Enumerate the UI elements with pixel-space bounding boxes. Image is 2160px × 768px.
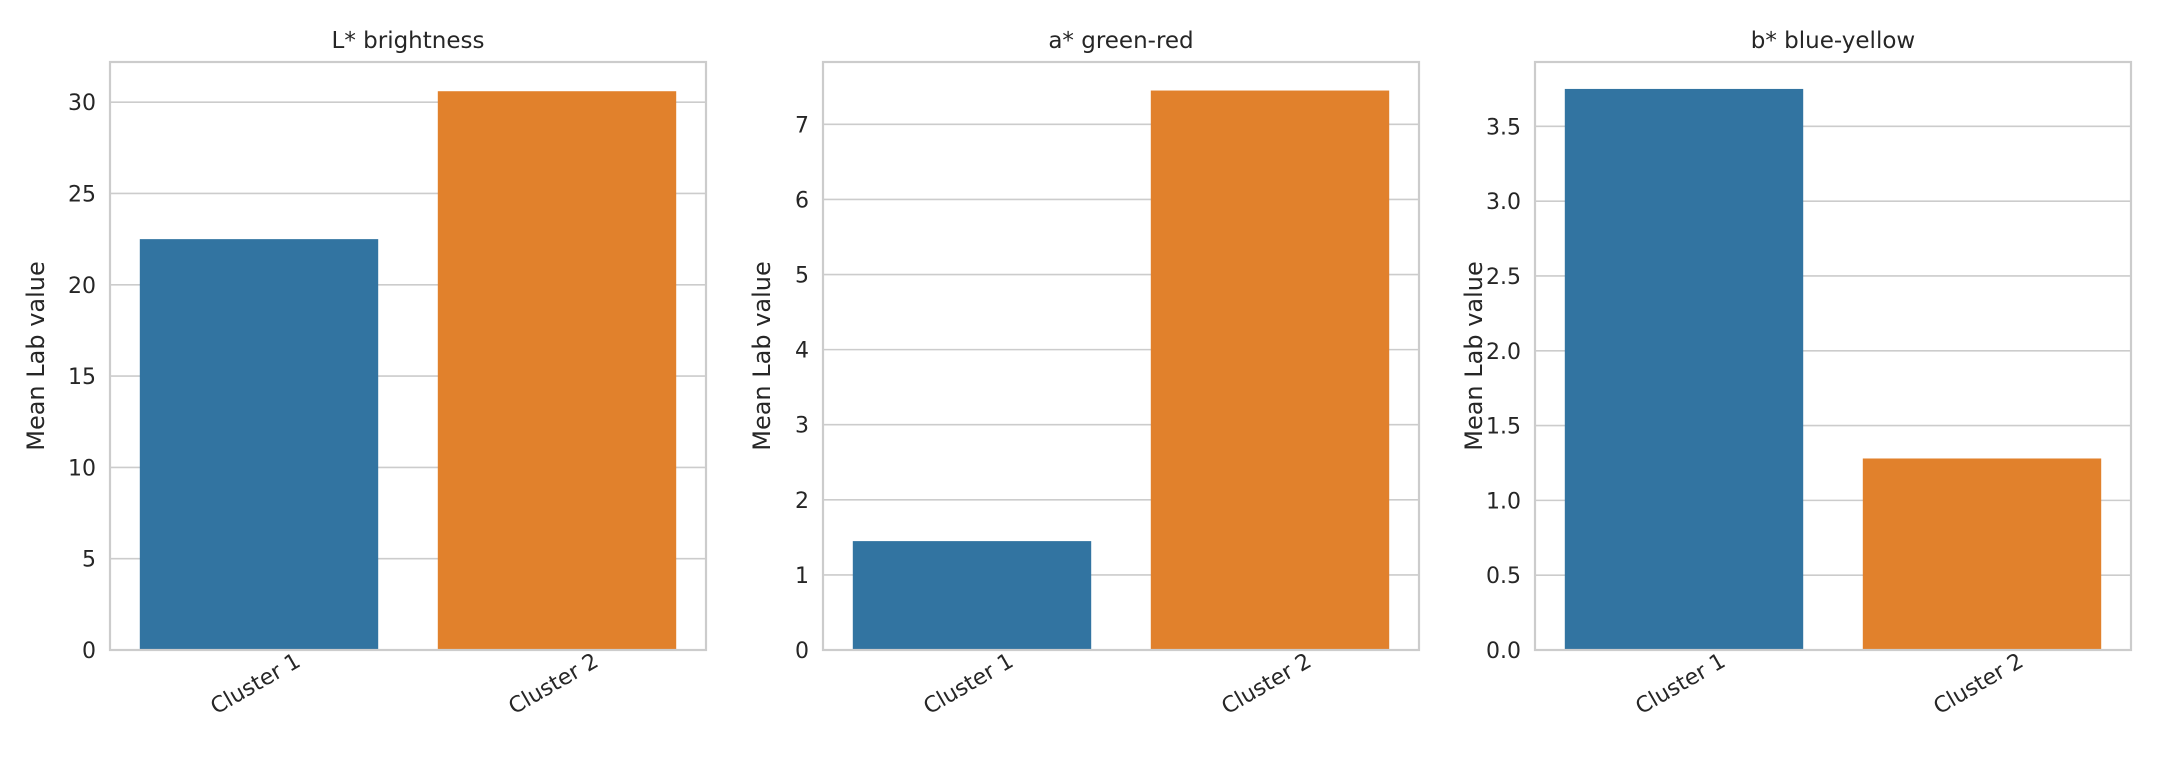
y-tick-label: 6 <box>795 188 809 213</box>
y-tick-label: 5 <box>795 264 809 289</box>
y-tick-label: 0.5 <box>1486 564 1521 589</box>
y-axis-label: Mean Lab value <box>1460 261 1488 451</box>
x-tick-label: Cluster 2 <box>505 649 603 720</box>
x-tick-label: Cluster 1 <box>207 649 305 720</box>
y-tick-label: 2.0 <box>1486 340 1521 365</box>
y-tick-label: 4 <box>795 339 809 364</box>
y-tick-label: 0.0 <box>1486 639 1521 664</box>
y-tick-label: 15 <box>68 365 96 390</box>
y-tick-label: 5 <box>82 548 96 573</box>
bar-1 <box>139 239 379 650</box>
plot-frame <box>108 60 708 652</box>
chart-panel-1: 0 5 10 15 20 25 30 Cluster 1 Cluster 2 L* brightn… <box>22 28 708 720</box>
y-tick-label: 1.0 <box>1486 489 1521 514</box>
chart-panel-2: 0 1 2 3 4 5 6 7 Cluster 1 Cluster 2 a* green-red Me… <box>748 28 1421 720</box>
y-tick-label: 2.5 <box>1486 265 1521 290</box>
y-tick-label: 25 <box>68 182 96 207</box>
y-tick-label: 0 <box>795 639 809 664</box>
bar-2 <box>1862 458 2102 650</box>
chart-panel-3: 0.0 0.5 1.0 1.5 2.0 2.5 3.0 3.5 Cluster 1 Cluster… <box>1460 28 2133 720</box>
y-tick-label: 3.0 <box>1486 190 1521 215</box>
y-tick-label: 10 <box>68 456 96 481</box>
bar-1 <box>852 541 1092 650</box>
bar-2 <box>437 91 677 650</box>
y-tick-label: 3.5 <box>1486 115 1521 140</box>
y-tick-label: 20 <box>68 274 96 299</box>
plot-frame <box>821 60 1421 652</box>
y-axis-label: Mean Lab value <box>748 261 776 451</box>
x-tick-label: Cluster 1 <box>1632 649 1730 720</box>
y-tick-label: 0 <box>82 639 96 664</box>
y-tick-label: 30 <box>68 91 96 116</box>
x-tick-label: Cluster 1 <box>920 649 1018 720</box>
y-tick-label: 2 <box>795 489 809 514</box>
bar-2 <box>1150 90 1390 651</box>
chart-title: L* brightness <box>332 28 485 54</box>
y-axis-label: Mean Lab value <box>22 261 50 451</box>
y-tick-label: 1.5 <box>1486 415 1521 440</box>
y-tick-label: 7 <box>795 113 809 138</box>
chart-title: b* blue-yellow <box>1751 28 1915 54</box>
y-tick-label: 3 <box>795 414 809 439</box>
x-tick-label: Cluster 2 <box>1930 649 2028 720</box>
y-tick-label: 1 <box>795 564 809 589</box>
bar-1 <box>1564 88 1804 651</box>
chart-title: a* green-red <box>1048 28 1193 54</box>
x-tick-label: Cluster 2 <box>1218 649 1316 720</box>
plot-frame <box>1533 60 2133 652</box>
